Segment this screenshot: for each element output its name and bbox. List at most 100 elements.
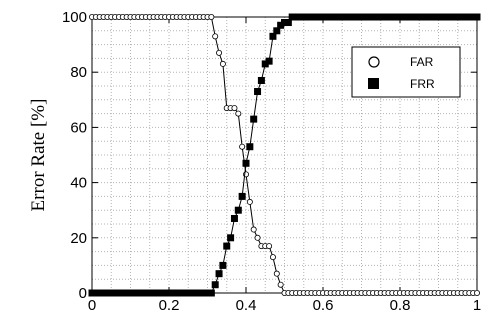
frr-point (234, 206, 242, 214)
frr-point (261, 60, 269, 68)
far-point (273, 270, 280, 277)
frr-point (207, 289, 215, 297)
y-tick-label: 80 (70, 64, 87, 81)
legend-frr-label: FRR (410, 77, 435, 91)
frr-point (361, 13, 369, 21)
frr-point (423, 13, 431, 21)
far-point (239, 143, 246, 150)
frr-point (465, 13, 473, 21)
frr-point (311, 13, 319, 21)
frr-point (246, 143, 254, 151)
frr-point (454, 13, 462, 21)
frr-point (153, 289, 161, 297)
frr-point (215, 270, 223, 278)
x-tick-label: 0.4 (236, 297, 257, 314)
frr-point (288, 13, 296, 21)
frr-point (377, 13, 385, 21)
y-tick-label: 40 (70, 175, 87, 192)
frr-point (134, 289, 142, 297)
frr-point (146, 289, 154, 297)
y-axis-label: Error Rate [%] (28, 99, 49, 212)
far-point (219, 60, 226, 67)
frr-point (265, 57, 273, 65)
frr-point (315, 13, 323, 21)
far-point (277, 281, 284, 288)
frr-point (284, 19, 292, 27)
frr-point (404, 13, 412, 21)
frr-point (111, 289, 119, 297)
frr-point (177, 289, 185, 297)
frr-point (119, 289, 127, 297)
frr-point (292, 13, 300, 21)
frr-point (242, 159, 250, 167)
frr-point (396, 13, 404, 21)
legend: FAR FRR (351, 46, 461, 98)
frr-point (431, 13, 439, 21)
far-point (246, 198, 253, 205)
x-tick-label: 0 (88, 297, 96, 314)
frr-point (92, 289, 100, 297)
frr-point (350, 13, 358, 21)
frr-point (169, 289, 177, 297)
legend-far-label: FAR (410, 55, 434, 69)
frr-point (319, 13, 327, 21)
far-point (473, 289, 480, 296)
frr-point (354, 13, 362, 21)
series-far (89, 13, 480, 296)
y-tick-label: 0 (79, 285, 87, 302)
frr-point (300, 13, 308, 21)
series-frr (88, 13, 481, 297)
frr-point (88, 289, 96, 297)
frr-point (415, 13, 423, 21)
frr-point (327, 13, 335, 21)
far-point (231, 105, 238, 112)
data-marks (88, 13, 481, 297)
frr-point (130, 289, 138, 297)
frr-point (254, 88, 262, 96)
frr-point (200, 289, 208, 297)
frr-point (438, 13, 446, 21)
frr-point (127, 289, 134, 297)
frr-point (230, 214, 238, 222)
frr-point (461, 13, 469, 21)
frr-point (96, 289, 104, 297)
legend-frr-marker (368, 78, 379, 89)
frr-point (388, 13, 396, 21)
frr-point (107, 289, 115, 297)
frr-point (342, 13, 350, 21)
frr-point (446, 13, 454, 21)
frr-point (157, 289, 165, 297)
frr-point (227, 234, 235, 242)
frr-point (473, 13, 481, 21)
frr-point (442, 13, 450, 21)
frr-point (331, 13, 339, 21)
frr-point (123, 289, 131, 297)
frr-point (142, 289, 150, 297)
frr-point (450, 13, 458, 21)
frr-point (338, 13, 346, 21)
frr-point (211, 281, 219, 289)
frr-point (281, 19, 288, 27)
frr-point (100, 289, 108, 297)
frr-point (184, 289, 192, 297)
frr-point (277, 21, 285, 29)
frr-point (192, 289, 200, 297)
far-point (235, 110, 242, 117)
frr-point (219, 261, 227, 269)
y-tick-label: 60 (70, 119, 87, 136)
frr-point (365, 13, 373, 21)
frr-point (103, 289, 111, 297)
frr-point (273, 27, 281, 35)
far-point (208, 13, 215, 20)
frr-point (419, 13, 427, 21)
frr-point (334, 13, 342, 21)
frr-point (358, 13, 365, 21)
frr-point (408, 13, 416, 21)
frr-point (257, 76, 265, 84)
frr-point (173, 289, 181, 297)
far-point (266, 243, 273, 250)
y-tick-label: 100 (62, 9, 87, 26)
far-point (212, 33, 219, 40)
x-tick-label: 0.6 (313, 297, 334, 314)
